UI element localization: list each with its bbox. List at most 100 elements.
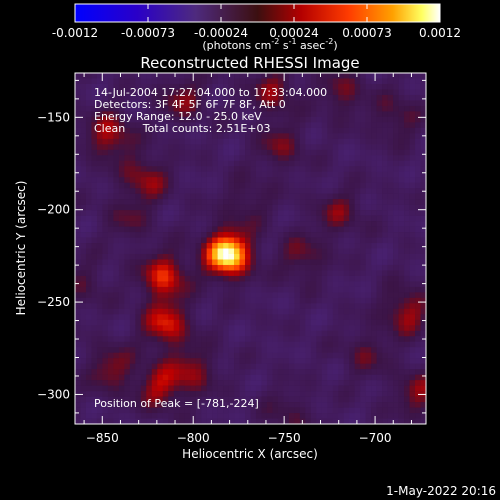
image-pixel xyxy=(129,221,136,227)
image-pixel xyxy=(299,363,306,370)
image-pixel xyxy=(212,83,218,90)
image-pixel xyxy=(349,193,355,200)
image-pixel xyxy=(173,352,180,359)
image-pixel xyxy=(272,89,279,96)
image-pixel xyxy=(234,193,240,200)
image-pixel xyxy=(420,286,427,293)
image-pixel xyxy=(393,215,399,222)
image-pixel xyxy=(316,385,323,392)
image-pixel xyxy=(206,232,213,238)
image-pixel xyxy=(283,374,290,381)
image-pixel xyxy=(404,358,410,364)
image-pixel xyxy=(85,358,92,364)
image-pixel xyxy=(288,319,295,326)
image-pixel xyxy=(179,292,185,299)
image-pixel xyxy=(168,380,175,386)
image-pixel xyxy=(255,259,262,266)
image-pixel xyxy=(382,352,388,359)
image-pixel xyxy=(124,138,131,145)
image-pixel xyxy=(80,94,87,101)
image-pixel xyxy=(157,166,164,173)
image-pixel xyxy=(305,221,312,227)
image-pixel xyxy=(415,105,421,112)
image-pixel xyxy=(151,308,158,315)
image-pixel xyxy=(151,144,158,151)
x-tick-label: −700 xyxy=(359,431,392,445)
image-pixel xyxy=(107,78,114,85)
image-pixel xyxy=(245,138,251,145)
image-pixel xyxy=(299,303,306,310)
image-pixel xyxy=(107,215,114,222)
image-pixel xyxy=(354,160,361,167)
image-pixel xyxy=(107,204,114,211)
image-pixel xyxy=(376,78,383,85)
image-pixel xyxy=(338,308,345,315)
image-pixel xyxy=(129,215,136,222)
image-pixel xyxy=(283,407,290,414)
image-pixel xyxy=(310,94,317,101)
image-pixel xyxy=(212,100,218,107)
image-pixel xyxy=(151,325,158,332)
image-pixel xyxy=(201,363,207,370)
image-pixel xyxy=(376,396,383,403)
image-pixel xyxy=(272,94,279,101)
image-pixel xyxy=(102,232,109,238)
image-pixel xyxy=(140,138,147,145)
image-pixel xyxy=(157,402,164,408)
image-pixel xyxy=(354,204,361,211)
image-pixel xyxy=(420,325,427,332)
image-pixel xyxy=(102,369,109,375)
image-pixel xyxy=(85,308,92,315)
image-pixel xyxy=(223,160,229,167)
image-pixel xyxy=(129,336,136,343)
image-pixel xyxy=(327,275,334,282)
image-pixel xyxy=(288,177,295,183)
image-pixel xyxy=(239,155,246,162)
image-pixel xyxy=(294,303,301,310)
image-pixel xyxy=(146,144,153,151)
image-pixel xyxy=(85,253,92,260)
image-pixel xyxy=(316,188,323,194)
image-pixel xyxy=(371,133,377,140)
image-pixel xyxy=(201,73,207,79)
image-pixel xyxy=(349,275,355,282)
image-pixel xyxy=(184,319,191,326)
image-pixel xyxy=(371,89,377,96)
image-pixel xyxy=(85,418,92,425)
image-pixel xyxy=(277,281,284,288)
image-pixel xyxy=(239,374,246,381)
image-pixel xyxy=(206,78,213,85)
image-pixel xyxy=(184,330,191,337)
image-pixel xyxy=(398,407,405,414)
image-pixel xyxy=(277,193,284,200)
image-pixel xyxy=(102,281,109,288)
image-pixel xyxy=(404,116,410,123)
image-pixel xyxy=(354,259,361,266)
image-pixel xyxy=(316,369,323,375)
image-pixel xyxy=(118,413,125,419)
image-pixel xyxy=(140,347,147,353)
image-pixel xyxy=(239,100,246,107)
image-pixel xyxy=(80,232,87,238)
image-pixel xyxy=(206,138,213,145)
image-pixel xyxy=(168,237,175,244)
image-pixel xyxy=(85,155,92,162)
image-pixel xyxy=(371,281,377,288)
image-pixel xyxy=(365,336,372,343)
image-pixel xyxy=(332,275,339,282)
image-pixel xyxy=(239,171,246,178)
image-pixel xyxy=(124,385,131,392)
image-pixel xyxy=(239,402,246,408)
image-pixel xyxy=(201,237,207,244)
image-pixel xyxy=(277,407,284,414)
image-pixel xyxy=(382,232,388,238)
image-pixel xyxy=(387,374,394,381)
image-pixel xyxy=(338,314,345,321)
image-pixel xyxy=(234,413,240,419)
image-pixel xyxy=(107,166,114,173)
image-pixel xyxy=(261,78,268,85)
image-pixel xyxy=(80,215,87,222)
image-pixel xyxy=(261,83,268,90)
image-pixel xyxy=(206,413,213,419)
image-pixel xyxy=(179,133,185,140)
